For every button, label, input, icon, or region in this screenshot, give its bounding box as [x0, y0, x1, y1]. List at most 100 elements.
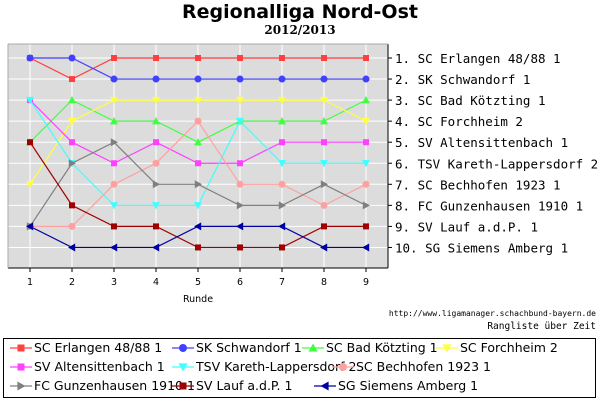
data-point	[152, 159, 160, 167]
legend-swatch-marker	[308, 343, 318, 352]
data-point	[321, 223, 327, 230]
chart-area: 1 2 3 4 5 6 7 8 9 Runde 1. SC Erlangen 48/88 1 2. S…	[7, 43, 598, 305]
legend-swatch	[332, 363, 354, 371]
data-point	[363, 223, 369, 230]
legend-item: SK Schwandorf 1	[172, 341, 302, 355]
data-point	[237, 244, 243, 251]
data-point	[152, 117, 160, 125]
data-point	[320, 117, 328, 125]
chart-title: Regionalliga Nord-Ost	[182, 1, 418, 23]
data-point	[69, 76, 75, 83]
data-point	[278, 96, 286, 105]
legend-swatch-marker	[17, 381, 26, 391]
data-point	[279, 55, 285, 61]
y-tick-label: 3. SC Bad Kötzting 1	[395, 93, 546, 108]
y-tick-label: 4. SC Forchheim 2	[395, 114, 523, 129]
y-tick-label: 7. SC Bechhofen 1923 1	[395, 177, 561, 192]
legend-swatch-marker	[179, 382, 187, 390]
data-point	[320, 201, 328, 209]
legend-swatch-marker	[442, 344, 452, 353]
y-tick-label: 5. SV Altensittenbach 1	[395, 135, 568, 150]
legend-item: SC Bad Kötzting 1	[302, 341, 438, 355]
legend-label: SG Siemens Amberg 1	[338, 378, 479, 393]
x-tick-label: 4	[153, 277, 159, 288]
legend-item: SC Forchheim 2	[436, 341, 558, 355]
chart-note: Rangliste über Zeit	[487, 321, 596, 332]
legend-swatch-marker	[179, 344, 187, 352]
data-point	[320, 160, 328, 168]
data-point	[153, 55, 159, 61]
data-point	[362, 96, 370, 104]
data-point	[110, 117, 118, 125]
legend-label: SC Bad Kötzting 1	[326, 340, 438, 355]
data-point	[26, 96, 34, 105]
legend-swatch-marker	[17, 344, 25, 352]
data-point	[278, 180, 286, 188]
series-9	[27, 139, 369, 251]
legend-label: FC Gunzenhausen 1910 1	[34, 378, 195, 393]
legend-swatch	[172, 344, 194, 352]
y-tick-label: 6. TSV Kareth-Lappersdorf 2	[395, 156, 598, 171]
y-tick-label: 10. SG Siemens Amberg 1	[395, 240, 568, 255]
x-tick-label: 3	[111, 277, 117, 288]
data-point	[236, 75, 244, 83]
legend-swatch	[10, 381, 32, 391]
legend-swatch	[436, 344, 458, 353]
data-point	[152, 180, 160, 189]
x-tick-label: 5	[195, 277, 201, 288]
data-point	[26, 222, 34, 231]
data-point	[194, 202, 202, 210]
credit-url: http://www.ligamanager.schachbund-bayern…	[388, 309, 596, 318]
y-tick-label: 9. SV Lauf a.d.P. 1	[395, 219, 538, 234]
legend-swatch-marker	[178, 363, 188, 372]
series-5	[27, 97, 369, 167]
data-point	[237, 160, 243, 167]
data-point	[278, 160, 286, 168]
legend-item: FC Gunzenhausen 1910 1	[10, 379, 195, 393]
data-point	[362, 180, 370, 188]
data-point	[110, 180, 118, 188]
data-point	[362, 117, 370, 126]
legend-swatch	[302, 343, 324, 352]
data-point	[321, 139, 327, 146]
y-tick-label: 2. SK Schwandorf 1	[395, 72, 530, 87]
data-point	[111, 223, 117, 230]
data-point	[278, 75, 286, 83]
data-point	[363, 55, 369, 61]
data-point	[110, 243, 118, 252]
series-4	[26, 96, 370, 189]
x-tick-label: 9	[363, 277, 369, 288]
data-point	[110, 202, 118, 210]
data-point	[69, 202, 75, 209]
legend-swatch	[10, 344, 32, 352]
data-point	[194, 222, 202, 231]
legend-swatch	[172, 363, 194, 372]
data-point	[194, 96, 202, 105]
data-point	[236, 117, 244, 126]
legend-item: TSV Kareth-Lappersdorf 2	[172, 360, 357, 374]
y-tick-label: 8. FC Gunzenhausen 1910 1	[395, 198, 583, 213]
legend-item: SC Erlangen 48/88 1	[10, 341, 162, 355]
x-tick-label: 8	[321, 277, 327, 288]
x-tick-label: 6	[237, 277, 243, 288]
data-point	[111, 55, 117, 61]
chart-subtitle: 2012/2013	[264, 23, 336, 37]
data-point	[194, 75, 202, 83]
legend-swatch	[172, 382, 194, 390]
legend-label: SV Lauf a.d.P. 1	[196, 378, 293, 393]
legend-item: SC Bechhofen 1923 1	[332, 360, 491, 374]
data-point	[152, 202, 160, 210]
legend-label: SV Altensittenbach 1	[34, 359, 165, 374]
data-point	[362, 160, 370, 168]
legend-item: SV Altensittenbach 1	[10, 360, 165, 374]
legend-item: SG Siemens Amberg 1	[314, 379, 478, 393]
data-point	[111, 160, 117, 167]
data-point	[278, 222, 286, 231]
series-10	[26, 222, 370, 252]
data-point	[237, 55, 243, 61]
data-point	[68, 243, 76, 252]
legend-swatch	[10, 363, 32, 371]
data-point	[321, 55, 327, 61]
data-point	[236, 96, 244, 105]
data-point	[110, 96, 118, 105]
